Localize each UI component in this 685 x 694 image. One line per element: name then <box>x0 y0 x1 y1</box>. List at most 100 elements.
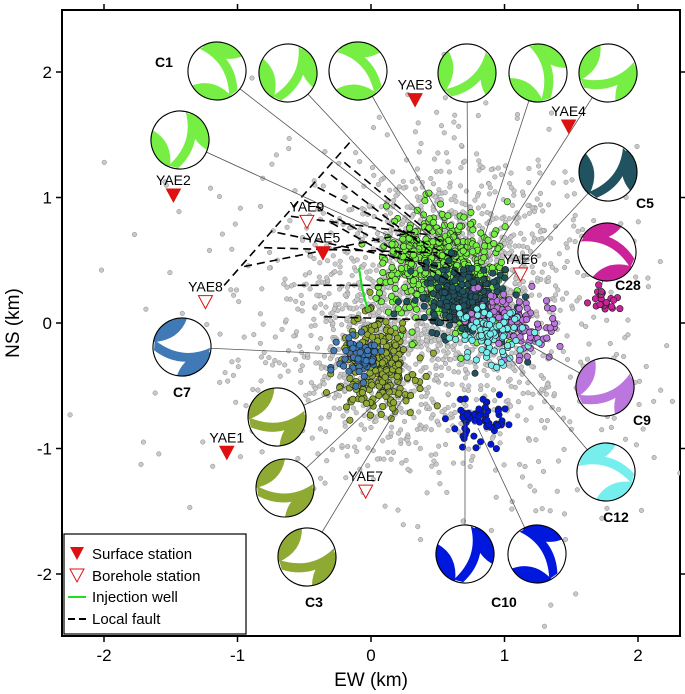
background-event <box>358 422 364 428</box>
background-event <box>564 193 570 199</box>
background-event <box>608 424 614 431</box>
cluster-event-c1 <box>379 259 387 267</box>
cluster-event-c5 <box>451 277 459 285</box>
background-event <box>433 169 439 175</box>
background-event <box>393 193 399 199</box>
background-event <box>366 202 372 209</box>
background-event <box>204 321 210 328</box>
background-event <box>233 399 239 405</box>
background-event <box>328 230 334 236</box>
background-event <box>283 317 289 323</box>
cluster-event-c7 <box>359 379 367 387</box>
cluster-event-c9 <box>549 304 557 312</box>
cluster-event-c1 <box>409 277 417 285</box>
background-event <box>272 334 278 340</box>
cluster-event-c12 <box>485 321 493 329</box>
cluster-event-c12 <box>506 309 514 317</box>
cluster-event-c7 <box>345 334 353 342</box>
background-event <box>312 242 318 248</box>
background-event <box>502 240 508 246</box>
background-event <box>530 391 536 397</box>
background-event <box>529 363 535 369</box>
cluster-event-c7 <box>341 355 349 363</box>
background-event <box>548 602 554 608</box>
background-event <box>561 446 567 452</box>
background-event <box>573 591 579 597</box>
background-event <box>418 140 424 147</box>
cluster-label-c28: C28 <box>615 277 641 293</box>
background-event <box>417 445 423 451</box>
cluster-event-c12 <box>470 324 478 332</box>
background-event <box>391 197 397 204</box>
background-event <box>591 314 597 320</box>
cluster-event-c5 <box>499 285 507 293</box>
background-event <box>339 306 345 312</box>
background-event <box>543 391 549 397</box>
background-event <box>344 453 350 459</box>
cluster-event-c10 <box>441 415 449 423</box>
background-event <box>488 167 494 173</box>
background-event <box>353 268 359 274</box>
background-event <box>266 265 272 271</box>
background-event <box>562 169 568 175</box>
cluster-event-c28 <box>595 281 603 289</box>
cluster-event-c5 <box>429 290 437 298</box>
background-event <box>384 132 390 138</box>
background-event <box>526 210 532 216</box>
cluster-event-c9 <box>500 290 508 298</box>
cluster-event-c7 <box>355 367 363 375</box>
background-event <box>411 388 417 394</box>
background-event <box>436 443 442 449</box>
cluster-event-c5 <box>470 278 478 286</box>
cluster-event-c1 <box>388 240 396 248</box>
background-event <box>534 196 540 202</box>
background-event <box>546 202 552 208</box>
background-event <box>451 119 457 125</box>
cluster-event-c9 <box>556 342 564 350</box>
background-event <box>492 189 498 195</box>
background-event <box>450 460 457 466</box>
background-event <box>428 415 434 421</box>
background-event <box>354 257 360 263</box>
cluster-event-c5 <box>430 303 438 311</box>
background-event <box>645 284 651 290</box>
background-event <box>549 264 555 270</box>
background-event <box>546 126 552 132</box>
cluster-event-c10 <box>451 425 459 433</box>
cluster-event-c12 <box>490 347 498 355</box>
cluster-event-c3 <box>407 391 415 399</box>
background-event <box>257 340 263 346</box>
cluster-event-c12 <box>504 342 512 350</box>
background-event <box>272 357 278 364</box>
background-event <box>457 183 464 189</box>
x-tick-label: 0 <box>366 646 375 665</box>
background-event <box>633 442 639 448</box>
background-event <box>385 449 391 456</box>
background-event <box>412 129 418 135</box>
background-event <box>572 239 578 245</box>
cluster-event-c1 <box>445 243 453 251</box>
background-event <box>657 259 663 265</box>
cluster-event-c5 <box>443 302 451 310</box>
cluster-event-c5 <box>489 269 497 277</box>
background-event <box>312 322 318 328</box>
cluster-event-c9 <box>505 296 513 304</box>
background-event <box>308 253 314 259</box>
cluster-event-c28 <box>596 301 604 309</box>
background-event <box>533 311 540 317</box>
background-event <box>416 149 422 155</box>
background-event <box>400 522 406 528</box>
background-event <box>281 281 287 287</box>
background-event <box>497 440 503 446</box>
background-event <box>411 415 417 421</box>
background-event <box>506 216 512 222</box>
background-event <box>313 360 319 366</box>
background-event <box>400 218 406 224</box>
background-event <box>415 524 421 530</box>
cluster-event-c3 <box>392 341 400 349</box>
cluster-event-c10 <box>494 422 502 430</box>
background-event <box>511 192 517 198</box>
background-event <box>219 231 225 237</box>
background-event <box>562 536 569 543</box>
background-event <box>490 387 496 393</box>
